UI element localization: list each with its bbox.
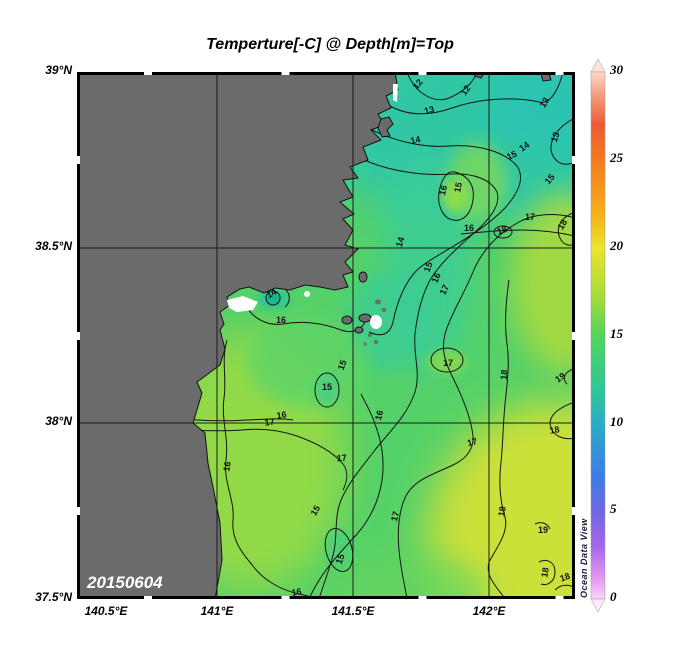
contour-label-16: 16: [464, 223, 474, 233]
contour-label-13: 13: [549, 131, 562, 144]
contour-label-12: 12: [411, 77, 425, 91]
x-axis-tick-label: 141°E: [200, 604, 234, 618]
date-label: 20150604: [86, 573, 163, 592]
x-axis-tick-label: 140.5°E: [84, 604, 128, 618]
contour-label-13: 13: [423, 104, 435, 116]
colorbar-tick-label: 30: [610, 62, 623, 77]
contour-label-14: 14: [394, 236, 407, 249]
contour-label-16: 16: [276, 315, 286, 325]
colorbar-tick-label: 20: [610, 238, 623, 253]
island: [381, 308, 387, 312]
contour-label-15: 15: [543, 172, 557, 186]
contour-label-16: 16: [221, 461, 233, 473]
contour-label-13: 13: [538, 96, 552, 110]
colorbar-arrow-up: [590, 58, 606, 73]
colorbar-tick-label: 10: [610, 414, 623, 429]
colorbar-tick-label: 15: [610, 326, 623, 341]
contour-label-15: 15: [334, 553, 347, 566]
contour-label-15: 15: [452, 181, 464, 193]
contour-label-15: 15: [336, 359, 349, 372]
island: [354, 326, 364, 334]
contour-label-15: 15: [422, 261, 435, 274]
contour-lines: [143, 72, 575, 599]
colorbar-tick-label: 25: [610, 150, 623, 165]
contour-label-18: 18: [496, 506, 508, 518]
contour-label-18: 18: [556, 218, 570, 232]
contour-label-17: 17: [443, 358, 453, 368]
missing-data-patches: [227, 84, 398, 329]
contour-label-17: 17: [525, 212, 535, 222]
x-axis-tick-label: 141.5°E: [331, 604, 375, 618]
contour-label-15: 15: [505, 149, 518, 162]
contour-label-16: 16: [437, 184, 449, 196]
contour-label-14: 14: [517, 140, 531, 154]
y-axis-tick-label: 38.5°N: [35, 239, 72, 253]
contour-label-17: 17: [336, 453, 347, 464]
contour-label-14: 14: [409, 134, 421, 146]
contour-label-16: 16: [430, 271, 443, 284]
colorbar-tick-label: 0: [610, 589, 617, 604]
contour-label-19: 19: [553, 371, 567, 385]
contour-label-16: 16: [276, 409, 287, 420]
island: [374, 340, 378, 344]
contour-label-12: 12: [459, 83, 473, 97]
y-axis-tick-label: 39°N: [45, 63, 72, 77]
contour-label-15: 15: [309, 504, 323, 518]
colorbar-gradient: [590, 71, 606, 600]
island: [368, 333, 372, 337]
contour-label-18: 18: [496, 224, 509, 237]
minor-tick-marks: [77, 72, 575, 599]
plot-title: Temperture[-C] @ Depth[m]=Top: [206, 36, 454, 53]
colorbar: [590, 58, 606, 613]
island: [358, 313, 372, 323]
contour-label-18: 18: [549, 424, 561, 436]
contour-label-18: 18: [559, 571, 572, 584]
y-axis-tick-label: 38°N: [45, 414, 72, 428]
odv-watermark: Ocean Data View: [579, 518, 589, 598]
island: [375, 299, 381, 305]
y-axis-tick-label: 37.5°N: [35, 590, 72, 604]
island: [377, 116, 394, 138]
contour-label-16: 16: [373, 409, 385, 421]
contour-label-16: 16: [291, 586, 303, 598]
contour-label-17: 17: [438, 283, 451, 296]
contour-label-17: 17: [264, 416, 275, 427]
grid-lines: [77, 72, 575, 599]
contour-label-15: 15: [322, 382, 332, 392]
island: [363, 342, 367, 346]
contour-label-18: 18: [499, 369, 510, 380]
land-mask: [77, 72, 552, 599]
x-axis-tick-label: 142°E: [472, 604, 506, 618]
contour-label-18: 18: [539, 567, 551, 579]
colorbar-arrow-down: [590, 598, 606, 613]
island: [358, 271, 368, 283]
contour-label-17: 17: [389, 510, 401, 522]
island: [341, 315, 353, 325]
contour-label-17: 17: [466, 436, 478, 448]
colorbar-tick-label: 5: [610, 501, 617, 516]
contour-label-19: 19: [538, 525, 548, 535]
